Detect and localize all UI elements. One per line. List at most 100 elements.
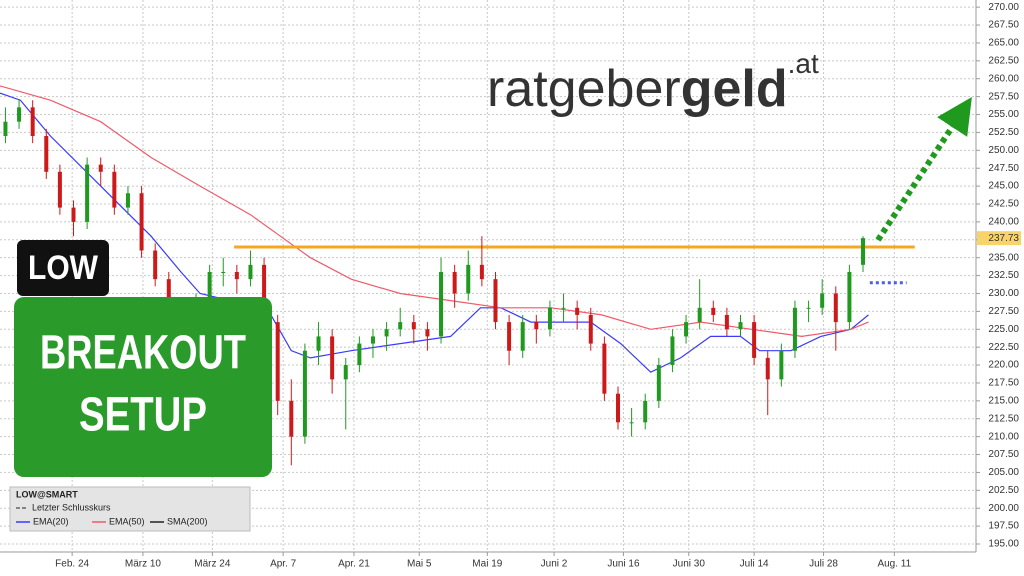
y-tick-label: 245.00 [988,181,1019,192]
candle-body [153,250,158,280]
candle-body [262,264,267,323]
candle-body [602,343,607,394]
setup-line1: BREAKOUT [40,327,246,380]
x-tick-label: Juni 30 [673,559,706,570]
last-price-label: 237.73 [988,233,1019,244]
plot [0,85,915,466]
candle-body [98,164,103,172]
y-tick-label: 207.50 [988,449,1019,460]
candle-body [166,279,171,308]
candle-body [139,193,144,251]
ticker-text: LOW [28,249,99,287]
y-tick-label: 270.00 [988,2,1019,13]
candle-body [575,307,580,315]
y-tick-label: 202.50 [988,485,1019,496]
y-tick-label: 200.00 [988,503,1019,514]
candle-body [452,272,457,294]
legend-label: EMA(50) [109,516,145,526]
candle-body [738,322,743,330]
candle-body [507,322,512,351]
candle-body [411,322,416,330]
y-tick-label: 257.50 [988,91,1019,102]
x-tick-label: Juli 14 [740,559,769,570]
candle-body [112,171,117,208]
candle-body [861,238,866,265]
ma-line [0,92,869,373]
y-tick-label: 227.50 [988,306,1019,317]
candle-body [656,365,661,401]
candle-body [588,314,593,344]
candle-body [724,314,729,330]
candle-body [425,329,430,337]
logo-bold: geld [681,60,788,118]
y-tick-label: 240.00 [988,217,1019,228]
candle-body [44,136,49,172]
candle-body [57,171,62,208]
candle-body [30,107,35,136]
y-tick-label: 215.00 [988,395,1019,406]
candle-body [629,422,634,424]
y-tick-label: 197.50 [988,521,1019,532]
candle-body [316,336,321,351]
x-tick-label: Apr. 21 [338,559,370,570]
candle-body [779,350,784,380]
logo-light: ratgeber [487,60,681,118]
y-tick-label: 262.50 [988,55,1019,66]
candle-body [847,272,852,323]
y-tick-label: 230.00 [988,288,1019,299]
candle-body [248,264,253,280]
x-tick-label: März 10 [125,559,162,570]
y-tick-label: 222.50 [988,342,1019,353]
candle-body [711,307,716,315]
y-tick-label: 220.00 [988,360,1019,371]
y-tick-label: 255.00 [988,109,1019,120]
candle-body [398,322,403,330]
y-tick-label: 232.50 [988,270,1019,281]
candle-body [384,329,389,337]
x-tick-label: Apr. 7 [270,559,297,570]
candle-body [289,400,294,437]
candle-body [833,293,838,323]
candle-body [697,307,702,323]
ma-line [0,85,869,338]
legend-label: Letzter Schlusskurs [32,502,111,512]
candle-body [3,121,8,136]
candle-body [370,336,375,344]
ticker-badge [17,240,109,296]
y-tick-label: 250.00 [988,145,1019,156]
candle-body [820,293,825,308]
candle-body [302,350,307,437]
legend-title: LOW@SMART [16,489,78,499]
y-tick-label: 205.00 [988,467,1019,478]
setup-badge [14,297,272,477]
legend: LOW@SMART Letzter Schlusskurs EMA(20) EM… [9,486,251,532]
logo: ratgebergeld.at [487,48,819,117]
x-tick-label: Juni 2 [541,559,568,570]
candle-body [534,322,539,330]
candle-body [792,307,797,351]
candle-body [765,357,770,380]
candle-body [806,307,811,309]
y-tick-label: 217.50 [988,378,1019,389]
x-tick-label: Feb. 24 [55,559,89,570]
x-tick-label: Aug. 11 [877,559,911,570]
candle-body [85,164,90,222]
logo-suffix: .at [788,48,819,79]
legend-label: SMA(200) [167,516,208,526]
candle-body [221,272,226,273]
candle-body [17,107,22,122]
y-tick-label: 247.50 [988,163,1019,174]
y-tick-label: 195.00 [988,539,1019,550]
candle-body [752,322,757,358]
candle-body [207,272,212,301]
legend-label: EMA(20) [33,516,69,526]
y-tick-label: 212.50 [988,413,1019,424]
y-tick-label: 267.50 [988,20,1019,31]
x-tick-label: Mai 19 [472,559,502,570]
candle-body [275,322,280,401]
x-tick-label: Juni 16 [607,559,640,570]
candle-body [357,343,362,366]
last-price-box [977,231,1021,246]
y-tick-label: 252.50 [988,127,1019,138]
